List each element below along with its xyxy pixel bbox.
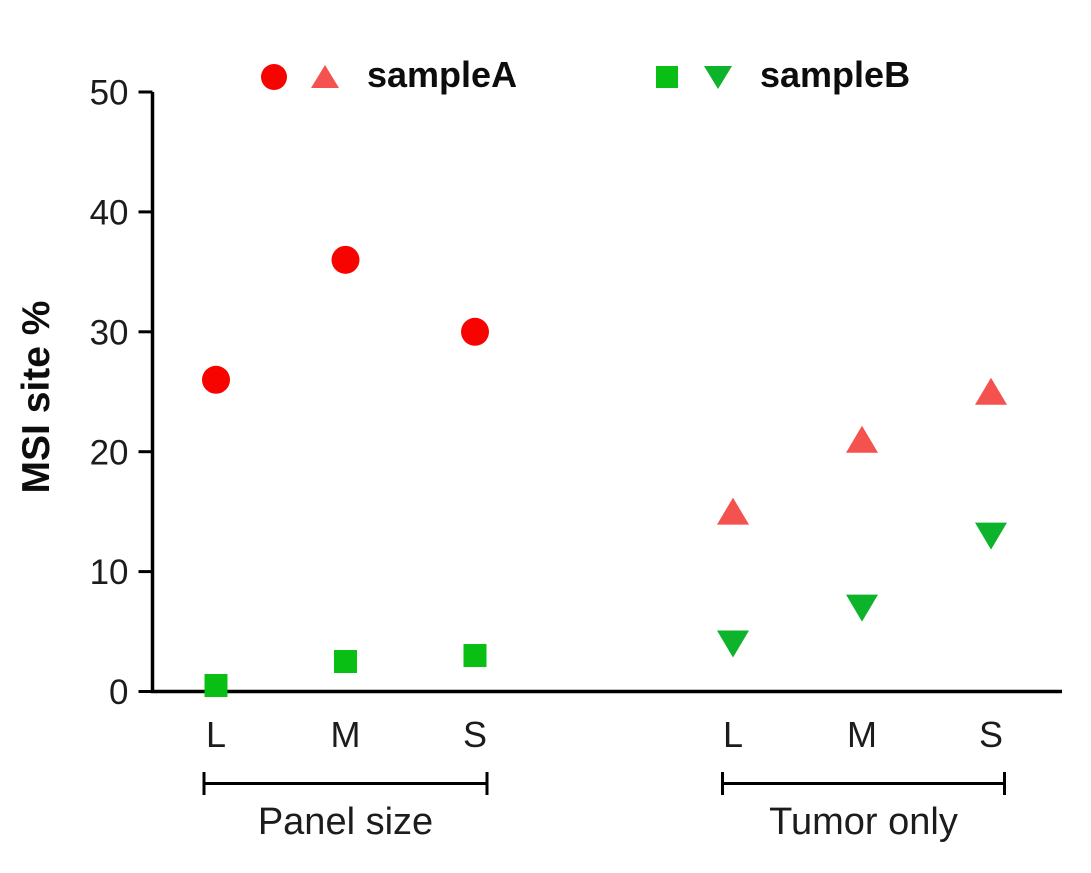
point-sampleA-tumor-only-M [846, 425, 878, 453]
square-glyph [656, 66, 678, 88]
legend-label-sampleB: sampleB [760, 54, 911, 95]
legend-marker-glyph-triangle-down [704, 66, 732, 89]
legend-marker-glyph-square [656, 66, 678, 88]
point-sampleB-panel-size-S [463, 644, 487, 668]
point-sampleA-panel-size-L [202, 365, 230, 394]
x-category-label-tumor-only-M: M [847, 714, 877, 755]
point-sampleA-tumor-only-S [975, 377, 1007, 405]
point-sampleB-tumor-only-S [975, 522, 1007, 550]
group-bracket-panel-size [202, 772, 489, 795]
x-category-label-tumor-only-S: S [979, 714, 1003, 755]
axes-spine [150, 92, 1062, 694]
legend-label-sampleA: sampleA [367, 54, 518, 95]
point-sampleA-panel-size-M [331, 245, 360, 274]
triangle-up-glyph [311, 65, 339, 88]
x-category-label-tumor-only-L: L [723, 714, 743, 755]
legend-item-sampleB: sampleB [650, 57, 910, 97]
legend-marker-glyph-circle [261, 64, 287, 90]
x-category-label-panel-size-S: S [463, 714, 487, 755]
y-tick-label-20: 20 [90, 433, 129, 472]
group-label-panel-size: Panel size [258, 801, 433, 843]
point-sampleB-tumor-only-L [717, 630, 749, 658]
y-tick-label-40: 40 [90, 194, 129, 233]
triangle-down-glyph [704, 66, 732, 89]
y-tick-label-30: 30 [90, 313, 129, 352]
sampleA-triangle-up-icon [308, 61, 342, 93]
x-category-label-panel-size-L: L [206, 714, 226, 755]
legend-marker-glyph-triangle-up [311, 65, 339, 88]
point-sampleB-tumor-only-M [846, 594, 878, 622]
point-sampleA-panel-size-S [461, 317, 489, 346]
point-sampleB-panel-size-L [204, 674, 228, 698]
x-category-label-panel-size-M: M [331, 714, 361, 755]
sampleA-circle-icon [257, 61, 291, 93]
y-tick-label-50: 50 [90, 74, 129, 113]
legend: sampleA sampleB [0, 0, 1091, 110]
circle-glyph [261, 64, 287, 90]
point-sampleA-tumor-only-L [717, 497, 749, 525]
y-tick-label-10: 10 [90, 553, 129, 592]
group-bracket-tumor-only [721, 772, 1006, 795]
group-label-tumor-only: Tumor only [769, 801, 958, 843]
legend-item-sampleA: sampleA [257, 57, 517, 97]
point-sampleB-panel-size-M [334, 650, 357, 674]
y-tick-label-0: 0 [109, 673, 128, 712]
sampleB-square-icon [650, 61, 684, 93]
sampleB-triangle-down-icon [701, 61, 735, 93]
